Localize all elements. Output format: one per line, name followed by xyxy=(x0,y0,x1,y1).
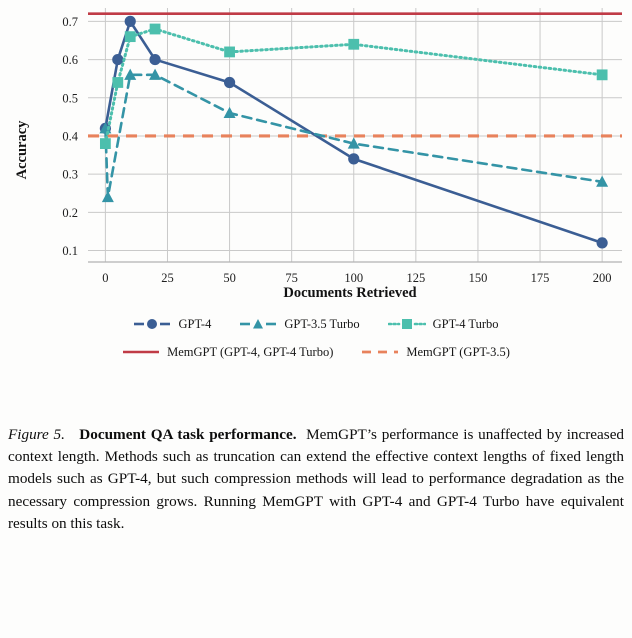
data-point-marker xyxy=(112,77,124,88)
legend-row-reference: MemGPT (GPT-4, GPT-4 Turbo) MemGPT (GPT-… xyxy=(0,340,632,364)
figure-number: Figure 5. xyxy=(8,426,65,443)
legend-label-gpt-3-5-turbo: GPT-3.5 Turbo xyxy=(284,316,360,331)
y-tick-label: 0.7 xyxy=(62,15,78,29)
y-tick-label: 0.4 xyxy=(62,129,78,143)
legend-key-gpt-3-5-turbo-dashed-triangle xyxy=(240,319,277,329)
legend-key-memgpt-gpt4-solid-line xyxy=(123,350,160,354)
reference-lines-group xyxy=(88,12,622,138)
data-point-marker xyxy=(596,237,608,249)
legend-label-memgpt-gpt-4-and-turbo: MemGPT (GPT-4, GPT-4 Turbo) xyxy=(167,344,334,359)
y-tick-label: 0.5 xyxy=(62,91,78,105)
data-point-marker xyxy=(99,138,111,149)
data-point-marker xyxy=(112,53,124,66)
legend-label-memgpt-gpt-3-5: MemGPT (GPT-3.5) xyxy=(406,344,510,359)
y-axis-tick-labels: 0.1 0.2 0.3 0.4 0.5 0.6 0.7 xyxy=(62,15,78,258)
data-series-group xyxy=(99,15,609,249)
chart-plot-area: 0.1 0.2 0.3 0.4 0.5 0.6 0.7 0 25 50 75 100 125 150 17… xyxy=(0,0,632,305)
data-point-marker xyxy=(348,38,360,50)
legend-item-gpt-4[interactable]: GPT-4 xyxy=(133,317,211,332)
x-tick-label: 125 xyxy=(406,271,425,285)
data-point-marker xyxy=(149,68,162,80)
data-point-marker xyxy=(223,106,236,119)
x-axis-title: Documents Retrieved xyxy=(283,285,416,301)
legend-key-gpt-4-turbo-dotted-square xyxy=(387,319,426,329)
accuracy-vs-documents-line-chart: 0.1 0.2 0.3 0.4 0.5 0.6 0.7 0 25 50 75 100 125 150 17… xyxy=(14,8,622,301)
x-tick-label: 100 xyxy=(344,271,363,285)
y-tick-label: 0.2 xyxy=(62,206,78,220)
y-tick-label: 0.1 xyxy=(62,244,78,258)
legend-row-series: GPT-4 GPT-3.5 Turbo GPT-4 Turbo xyxy=(0,312,632,336)
data-point-marker xyxy=(223,76,236,89)
legend-key-gpt-4-line-circle xyxy=(134,319,171,329)
x-tick-label: 75 xyxy=(285,271,298,285)
x-tick-label: 0 xyxy=(102,271,108,285)
figure-caption-title: Document QA task performance. xyxy=(79,426,297,443)
x-tick-label: 150 xyxy=(469,271,488,285)
legend-item-gpt-4-turbo[interactable]: GPT-4 Turbo xyxy=(387,316,499,332)
legend-item-memgpt-gpt-3-5[interactable]: MemGPT (GPT-3.5) xyxy=(361,344,510,360)
chart-legend: GPT-4 GPT-3.5 Turbo GPT-4 Turbo xyxy=(0,306,632,368)
x-tick-label: 200 xyxy=(593,271,612,285)
figure-caption-body: MemGPT’s performance is unaffected by in… xyxy=(8,426,625,532)
data-point-marker xyxy=(348,153,360,165)
data-point-marker xyxy=(347,137,360,149)
data-point-marker xyxy=(124,68,137,80)
data-point-marker xyxy=(124,15,136,27)
data-point-marker xyxy=(149,53,161,66)
data-point-marker xyxy=(124,31,136,43)
data-point-marker xyxy=(101,190,114,203)
data-point-marker xyxy=(596,175,609,187)
legend-item-memgpt-gpt-4-and-turbo[interactable]: MemGPT (GPT-4, GPT-4 Turbo) xyxy=(122,345,333,360)
figure-caption: Figure 5. Document QA task performance. … xyxy=(8,424,624,535)
data-point-marker xyxy=(149,23,161,35)
legend-key-memgpt-gpt35-dashed-line xyxy=(362,350,399,354)
x-tick-label: 25 xyxy=(161,271,174,285)
y-axis-title: Accuracy xyxy=(14,120,30,180)
x-tick-label: 50 xyxy=(223,271,236,285)
legend-label-gpt-4-turbo: GPT-4 Turbo xyxy=(432,316,499,331)
x-axis-tick-labels: 0 25 50 75 100 125 150 175 200 xyxy=(102,271,611,285)
data-point-marker xyxy=(596,69,608,81)
data-point-marker xyxy=(224,46,235,58)
data-point-marker xyxy=(99,122,112,134)
y-tick-label: 0.3 xyxy=(62,168,78,182)
y-tick-label: 0.6 xyxy=(62,53,78,67)
x-tick-label: 175 xyxy=(531,271,550,285)
legend-label-gpt-4: GPT-4 xyxy=(178,316,212,331)
legend-item-gpt-3-5-turbo[interactable]: GPT-3.5 Turbo xyxy=(239,316,360,332)
